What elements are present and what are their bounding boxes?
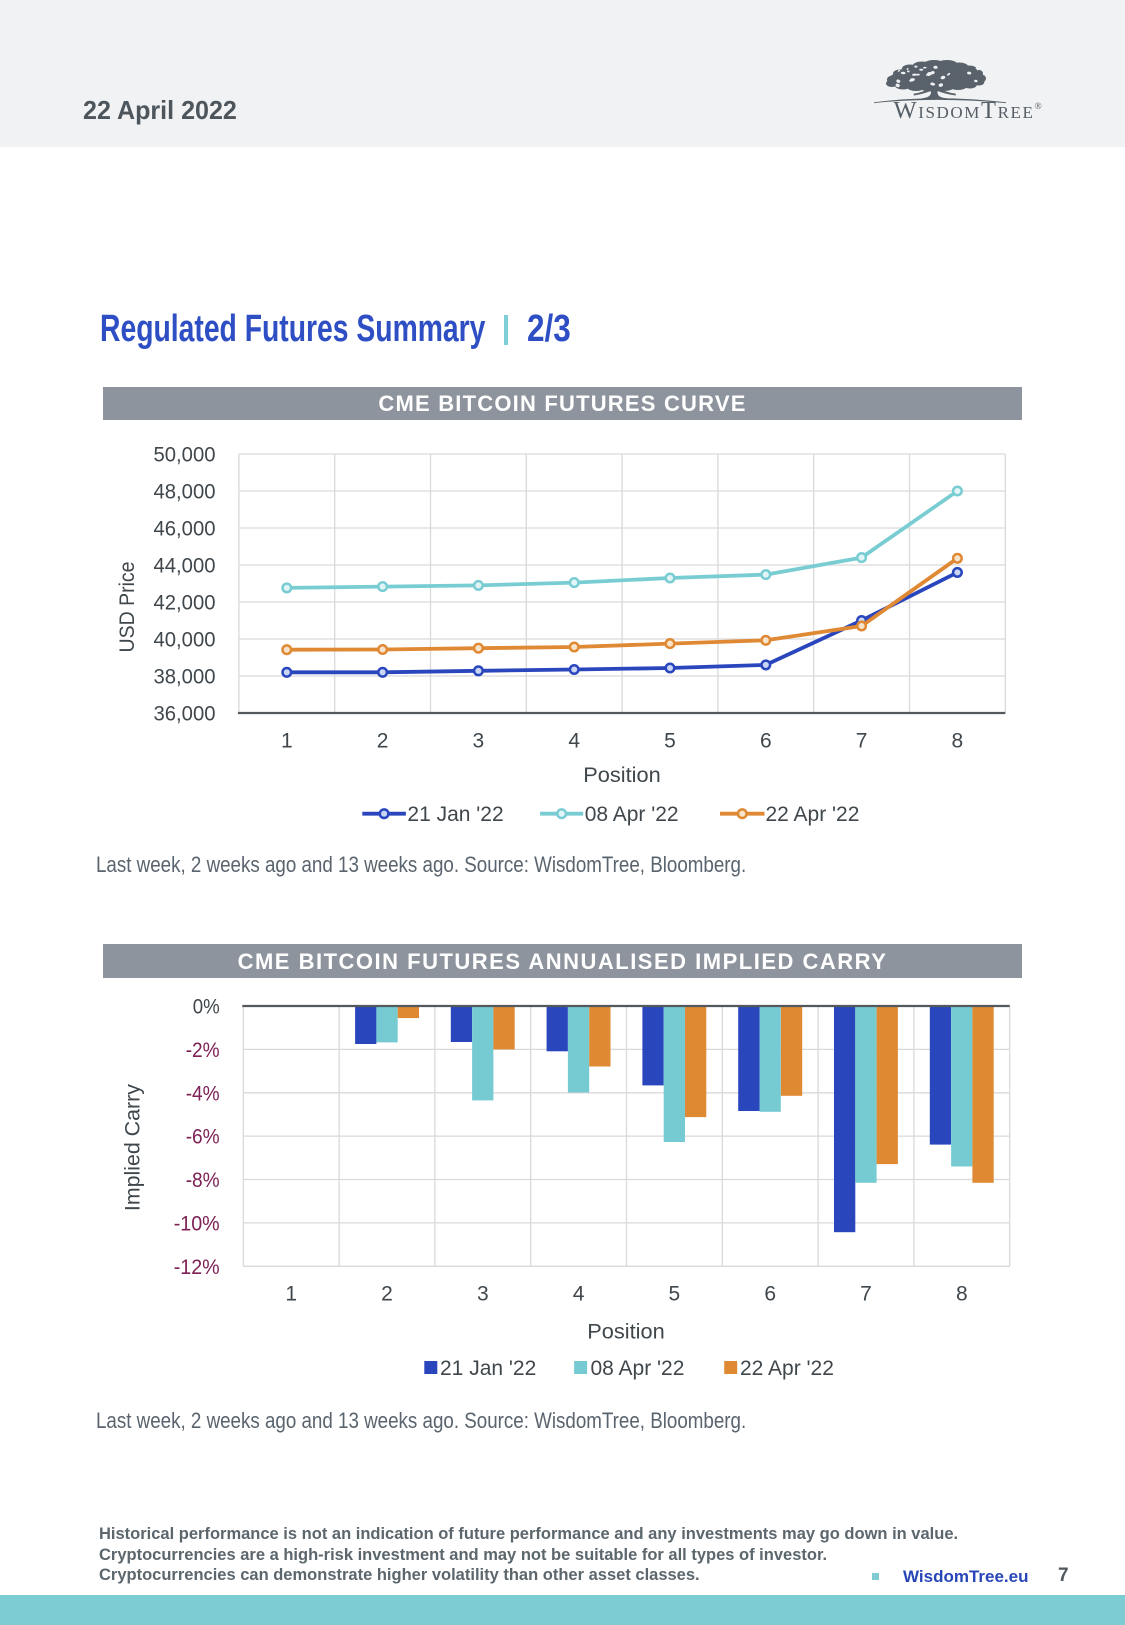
svg-text:48,000: 48,000: [154, 481, 216, 504]
svg-text:38,000: 38,000: [154, 666, 216, 689]
svg-text:5: 5: [664, 730, 676, 753]
svg-text:5: 5: [669, 1283, 681, 1306]
svg-text:-6%: -6%: [186, 1126, 220, 1149]
svg-text:2: 2: [377, 730, 389, 753]
svg-text:21 Jan '22: 21 Jan '22: [407, 803, 503, 826]
svg-text:0%: 0%: [193, 996, 220, 1019]
svg-text:3: 3: [477, 1283, 489, 1306]
svg-text:08 Apr '22: 08 Apr '22: [591, 1357, 685, 1380]
svg-text:-12%: -12%: [174, 1256, 220, 1279]
svg-text:-2%: -2%: [186, 1039, 220, 1062]
svg-text:Implied Carry: Implied Carry: [122, 1084, 145, 1211]
svg-text:Position: Position: [583, 764, 661, 787]
svg-text:50,000: 50,000: [154, 444, 216, 467]
svg-text:22 Apr '22: 22 Apr '22: [740, 1357, 834, 1380]
svg-text:6: 6: [760, 730, 772, 753]
svg-text:42,000: 42,000: [154, 592, 216, 615]
svg-text:1: 1: [281, 730, 293, 753]
svg-text:4: 4: [573, 1283, 585, 1306]
svg-text:4: 4: [568, 730, 580, 753]
svg-text:1: 1: [285, 1283, 297, 1306]
svg-text:2: 2: [381, 1283, 393, 1306]
svg-text:6: 6: [764, 1283, 776, 1306]
svg-text:3: 3: [473, 730, 485, 753]
svg-text:46,000: 46,000: [154, 518, 216, 541]
svg-text:08 Apr '22: 08 Apr '22: [585, 803, 679, 826]
svg-text:21 Jan '22: 21 Jan '22: [440, 1357, 536, 1380]
svg-text:40,000: 40,000: [154, 629, 216, 652]
svg-text:-8%: -8%: [186, 1169, 220, 1192]
svg-text:8: 8: [956, 1283, 968, 1306]
svg-text:-4%: -4%: [186, 1082, 220, 1105]
svg-text:8: 8: [952, 730, 964, 753]
svg-text:Position: Position: [587, 1321, 665, 1344]
svg-text:7: 7: [856, 730, 868, 753]
svg-text:44,000: 44,000: [154, 555, 216, 578]
svg-text:-10%: -10%: [174, 1212, 220, 1235]
svg-text:USD Price: USD Price: [116, 562, 139, 653]
svg-text:7: 7: [860, 1283, 872, 1306]
svg-text:36,000: 36,000: [154, 703, 216, 726]
svg-text:22 Apr '22: 22 Apr '22: [766, 803, 860, 826]
